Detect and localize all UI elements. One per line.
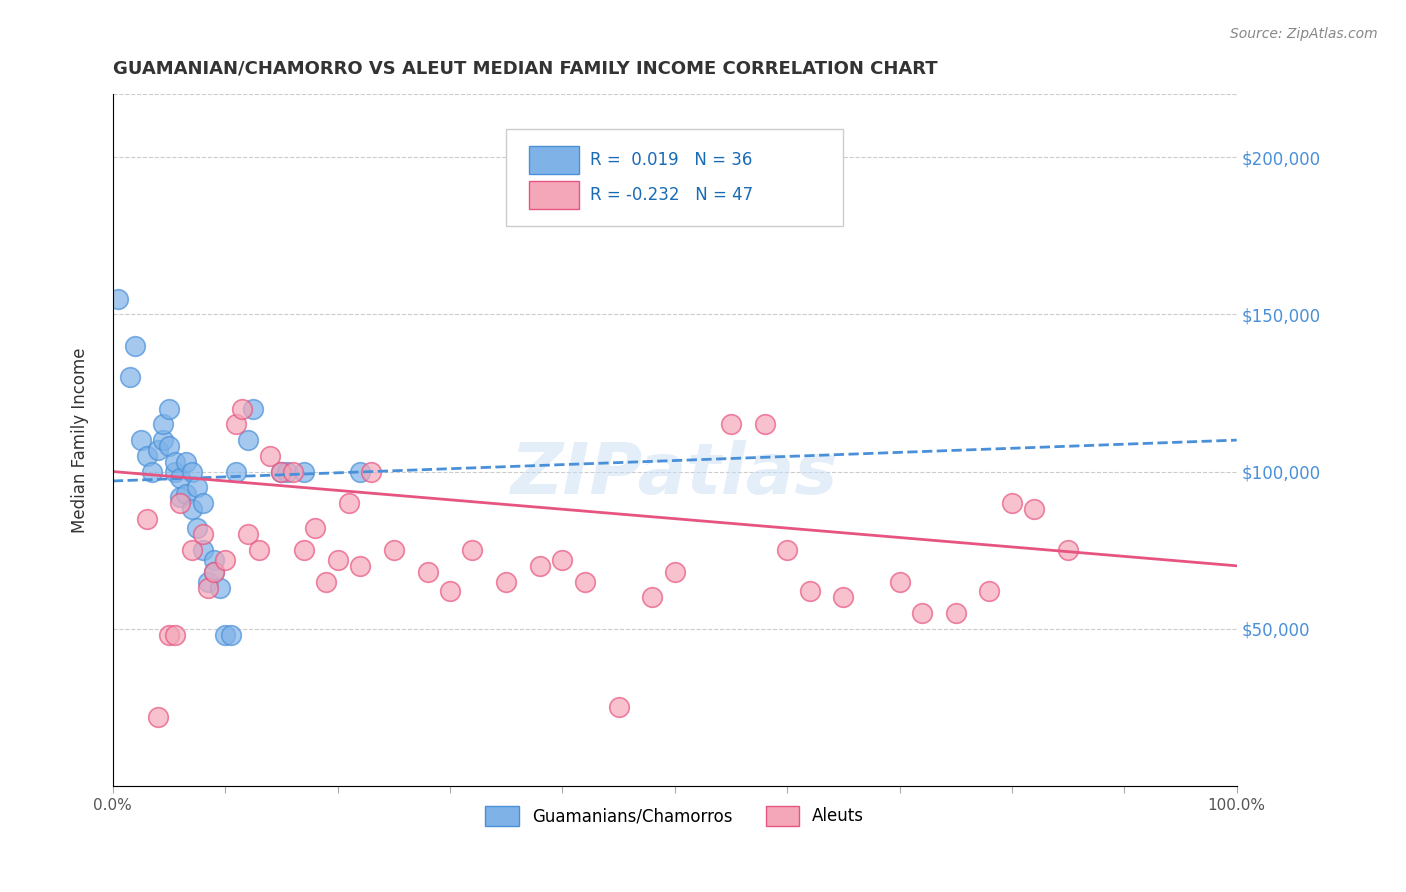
Point — [202, 552, 225, 566]
Point — [163, 628, 186, 642]
Point — [720, 417, 742, 432]
Point — [214, 628, 236, 642]
Point — [152, 433, 174, 447]
Point — [270, 465, 292, 479]
FancyBboxPatch shape — [529, 181, 579, 209]
Point — [157, 401, 180, 416]
Point — [1001, 496, 1024, 510]
Point — [231, 401, 253, 416]
Point — [180, 465, 202, 479]
Point — [236, 433, 259, 447]
Point — [382, 543, 405, 558]
Text: R =  0.019   N = 36: R = 0.019 N = 36 — [591, 151, 752, 169]
Point — [416, 565, 439, 579]
Point — [107, 292, 129, 306]
Point — [242, 401, 264, 416]
Point — [186, 480, 208, 494]
Point — [551, 552, 574, 566]
Point — [292, 465, 315, 479]
Point — [439, 584, 461, 599]
Point — [607, 700, 630, 714]
FancyBboxPatch shape — [529, 146, 579, 174]
Point — [889, 574, 911, 589]
Point — [129, 433, 152, 447]
Point — [247, 543, 270, 558]
Point — [202, 565, 225, 579]
Point — [945, 606, 967, 620]
Point — [225, 417, 247, 432]
Text: GUAMANIAN/CHAMORRO VS ALEUT MEDIAN FAMILY INCOME CORRELATION CHART: GUAMANIAN/CHAMORRO VS ALEUT MEDIAN FAMIL… — [112, 60, 938, 78]
Point — [197, 574, 219, 589]
Point — [208, 581, 231, 595]
Point — [832, 591, 855, 605]
Point — [163, 465, 186, 479]
Text: R = -0.232   N = 47: R = -0.232 N = 47 — [591, 186, 754, 203]
Legend: Guamanians/Chamorros, Aleuts: Guamanians/Chamorros, Aleuts — [478, 799, 872, 833]
FancyBboxPatch shape — [506, 129, 844, 226]
Point — [191, 496, 214, 510]
Point — [214, 552, 236, 566]
Point — [292, 543, 315, 558]
Point — [135, 449, 157, 463]
Point — [163, 455, 186, 469]
Point — [141, 465, 163, 479]
Point — [202, 565, 225, 579]
Point — [1057, 543, 1080, 558]
Point — [349, 465, 371, 479]
Point — [664, 565, 686, 579]
Point — [186, 521, 208, 535]
Point — [776, 543, 799, 558]
Point — [360, 465, 382, 479]
Point — [236, 527, 259, 541]
Text: ZIPatlas: ZIPatlas — [512, 440, 838, 509]
Point — [979, 584, 1001, 599]
Y-axis label: Median Family Income: Median Family Income — [72, 347, 89, 533]
Point — [169, 496, 191, 510]
Point — [152, 417, 174, 432]
Point — [219, 628, 242, 642]
Point — [135, 511, 157, 525]
Point — [641, 591, 664, 605]
Point — [157, 439, 180, 453]
Point — [911, 606, 934, 620]
Point — [461, 543, 484, 558]
Point — [315, 574, 337, 589]
Point — [157, 628, 180, 642]
Point — [495, 574, 517, 589]
Point — [174, 486, 197, 500]
Text: Source: ZipAtlas.com: Source: ZipAtlas.com — [1230, 27, 1378, 41]
Point — [349, 558, 371, 573]
Point — [754, 417, 776, 432]
Point — [337, 496, 360, 510]
Point — [118, 370, 141, 384]
Point — [529, 558, 551, 573]
Point — [146, 709, 169, 723]
Point — [180, 502, 202, 516]
Point — [169, 490, 191, 504]
Point — [799, 584, 821, 599]
Point — [225, 465, 247, 479]
Point — [146, 442, 169, 457]
Point — [191, 527, 214, 541]
Point — [1024, 502, 1046, 516]
Point — [276, 465, 298, 479]
Point — [270, 465, 292, 479]
Point — [281, 465, 304, 479]
Point — [169, 471, 191, 485]
Point — [174, 455, 197, 469]
Point — [574, 574, 596, 589]
Point — [180, 543, 202, 558]
Point — [191, 543, 214, 558]
Point — [304, 521, 326, 535]
Point — [124, 339, 146, 353]
Point — [197, 581, 219, 595]
Point — [259, 449, 281, 463]
Point — [326, 552, 349, 566]
